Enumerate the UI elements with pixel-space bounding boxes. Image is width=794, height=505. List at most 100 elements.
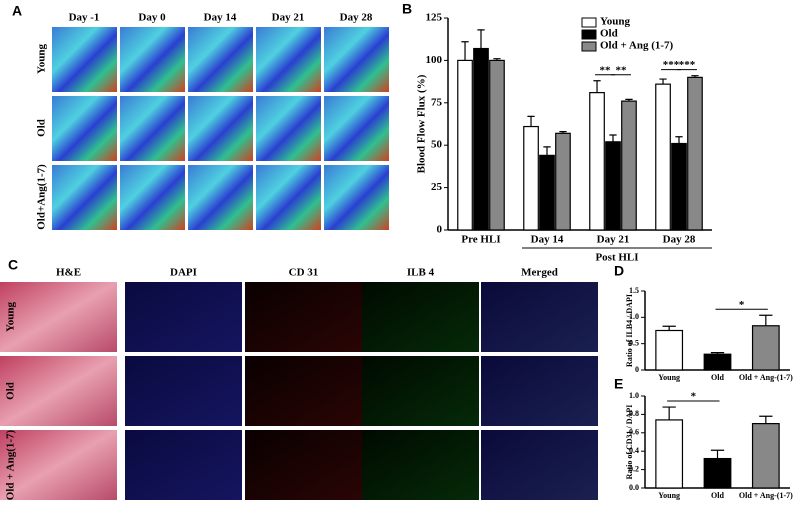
legend-swatch bbox=[581, 41, 597, 52]
bar bbox=[703, 457, 732, 489]
column-header: Day 28 bbox=[340, 12, 373, 24]
x-tick-label: Young bbox=[658, 491, 680, 500]
column-header: Day 0 bbox=[138, 12, 166, 24]
error-bar bbox=[477, 29, 485, 49]
image bbox=[245, 282, 362, 352]
panel-label: A bbox=[12, 3, 22, 19]
error-bar bbox=[759, 415, 773, 424]
legend-swatch bbox=[581, 17, 597, 28]
y-tick-label: 0 bbox=[437, 224, 443, 236]
bar bbox=[457, 59, 473, 231]
row-label: Old+Ang(1-7) bbox=[36, 164, 48, 230]
image bbox=[362, 430, 479, 500]
significance-label: * bbox=[739, 299, 745, 311]
panel-label: E bbox=[614, 376, 623, 392]
x-tick-label: Day 21 bbox=[597, 234, 630, 246]
image bbox=[52, 27, 117, 92]
column-header: ILB 4 bbox=[407, 267, 435, 279]
bar bbox=[473, 47, 489, 231]
x-tick-label: Old bbox=[711, 491, 724, 500]
y-tick-label: 0.6 bbox=[629, 428, 639, 437]
image bbox=[245, 356, 362, 426]
image bbox=[125, 430, 242, 500]
y-tick-label: 0.2 bbox=[629, 464, 639, 473]
image bbox=[188, 27, 253, 92]
column-header: Day 14 bbox=[204, 12, 237, 24]
y-tick-label: 1.0 bbox=[629, 312, 639, 321]
y-tick-label: 0.4 bbox=[629, 446, 639, 455]
y-tick-label: 1.5 bbox=[629, 286, 639, 295]
bar bbox=[751, 423, 780, 489]
y-axis-label: Blood Flow Flux (%) bbox=[416, 74, 428, 173]
row-label: Old bbox=[36, 119, 48, 137]
legend-label: Old + Ang (1-7) bbox=[600, 40, 674, 52]
row-label: Young bbox=[5, 302, 17, 332]
bar bbox=[687, 76, 703, 231]
bar bbox=[523, 125, 539, 231]
significance-label: ** bbox=[600, 64, 612, 76]
group-label: Post HLI bbox=[595, 252, 638, 264]
image bbox=[120, 96, 185, 161]
significance-label: ** bbox=[615, 64, 627, 76]
image bbox=[188, 96, 253, 161]
error-bar bbox=[543, 146, 551, 156]
bar bbox=[655, 419, 684, 489]
bar bbox=[671, 142, 687, 231]
error-bar bbox=[662, 406, 676, 420]
column-header: Day -1 bbox=[69, 12, 100, 24]
image bbox=[362, 282, 479, 352]
x-tick-label: Young bbox=[658, 373, 680, 382]
legend-swatch bbox=[581, 29, 597, 40]
error-bar bbox=[710, 449, 725, 459]
x-tick-label: Old bbox=[711, 373, 724, 382]
column-header: DAPI bbox=[170, 267, 197, 279]
image bbox=[0, 430, 117, 500]
error-bar bbox=[759, 314, 773, 326]
error-bar bbox=[461, 41, 469, 61]
legend-label: Young bbox=[600, 16, 630, 28]
error-bar bbox=[609, 134, 617, 142]
error-bar bbox=[710, 352, 725, 355]
y-tick-label: 1.0 bbox=[629, 391, 639, 400]
column-header: Day 21 bbox=[272, 12, 305, 24]
y-tick-label: 0 bbox=[635, 365, 639, 374]
y-axis-label: Ratio of ILB4 / DAPI bbox=[625, 294, 634, 367]
row-label: Young bbox=[36, 44, 48, 74]
y-tick-label: 0.0 bbox=[629, 483, 639, 492]
image bbox=[245, 430, 362, 500]
image bbox=[362, 356, 479, 426]
y-axis-label: Ratio of CD31 / DAPI bbox=[625, 405, 634, 480]
row-label: Old bbox=[5, 382, 17, 400]
bar bbox=[605, 141, 621, 231]
image bbox=[125, 282, 242, 352]
image bbox=[120, 165, 185, 230]
image bbox=[256, 165, 321, 230]
column-header: CD 31 bbox=[289, 267, 319, 279]
image bbox=[324, 96, 389, 161]
x-tick-label: Day 14 bbox=[531, 234, 564, 246]
image bbox=[481, 356, 598, 426]
column-header: Merged bbox=[521, 267, 558, 279]
image bbox=[52, 165, 117, 230]
panel-label: C bbox=[8, 257, 18, 273]
significance-label: * bbox=[691, 391, 697, 403]
significance-label: *** bbox=[663, 59, 680, 71]
image bbox=[0, 282, 117, 352]
y-tick-label: 125 bbox=[426, 12, 443, 24]
y-tick-label: 50 bbox=[431, 139, 443, 151]
image bbox=[125, 356, 242, 426]
x-tick-label: Old + Ang-(1-7) bbox=[739, 373, 793, 382]
bar bbox=[655, 329, 684, 371]
error-bar bbox=[691, 75, 699, 78]
bar bbox=[489, 59, 505, 231]
image bbox=[188, 165, 253, 230]
image bbox=[0, 356, 117, 426]
panel-label: D bbox=[614, 263, 624, 279]
panel-label: B bbox=[402, 1, 412, 17]
bar bbox=[555, 132, 571, 231]
error-bar bbox=[662, 325, 676, 331]
image bbox=[324, 165, 389, 230]
legend-label: Old bbox=[600, 28, 618, 40]
y-tick-label: 0.8 bbox=[629, 409, 639, 418]
